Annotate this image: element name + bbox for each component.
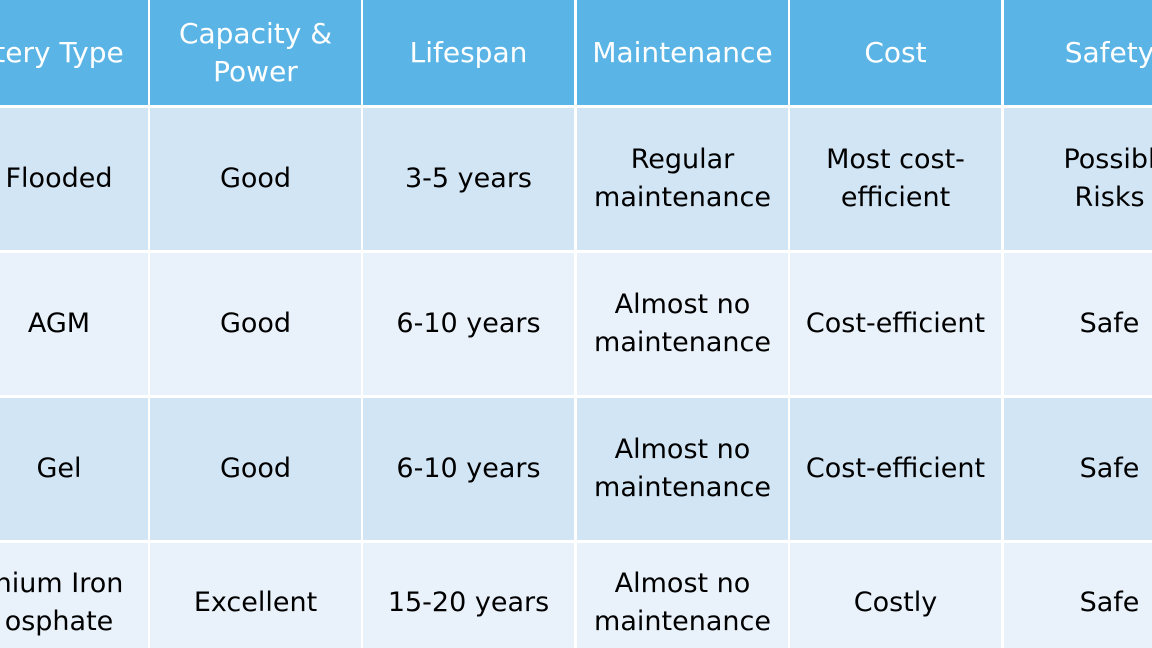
table-cell: Safe bbox=[1004, 398, 1152, 540]
table-cell: hium Iron osphate bbox=[0, 543, 148, 648]
table-cell: Costly bbox=[790, 543, 1001, 648]
table-cell: Almost no maintenance bbox=[577, 398, 788, 540]
table-cell: Good bbox=[150, 108, 361, 250]
table-cell: Excellent bbox=[150, 543, 361, 648]
table-cell: 6-10 years bbox=[363, 253, 574, 395]
table-cell: Gel bbox=[0, 398, 148, 540]
table-cell: Cost-efficient bbox=[790, 398, 1001, 540]
table-cell: 6-10 years bbox=[363, 398, 574, 540]
table-cell: 15-20 years bbox=[363, 543, 574, 648]
header-cell: Safety bbox=[1004, 0, 1152, 105]
table-cell: Regular maintenance bbox=[577, 108, 788, 250]
table-cell: Possibl Risks bbox=[1004, 108, 1152, 250]
table-cell: Flooded bbox=[0, 108, 148, 250]
table-cell: Most cost- efficient bbox=[790, 108, 1001, 250]
header-cell: Lifespan bbox=[363, 0, 574, 105]
table-cell: Cost-efficient bbox=[790, 253, 1001, 395]
table-cell: Safe bbox=[1004, 543, 1152, 648]
header-cell: Cost bbox=[790, 0, 1001, 105]
table-cell: Almost no maintenance bbox=[577, 253, 788, 395]
header-cell: tery Type bbox=[0, 0, 148, 105]
table-cell: AGM bbox=[0, 253, 148, 395]
table-cell: 3-5 years bbox=[363, 108, 574, 250]
table-cell: Good bbox=[150, 398, 361, 540]
table-cell: Almost no maintenance bbox=[577, 543, 788, 648]
header-cell: Maintenance bbox=[577, 0, 788, 105]
table-cell: Good bbox=[150, 253, 361, 395]
table-cell: Safe bbox=[1004, 253, 1152, 395]
header-cell: Capacity & Power bbox=[150, 0, 361, 105]
